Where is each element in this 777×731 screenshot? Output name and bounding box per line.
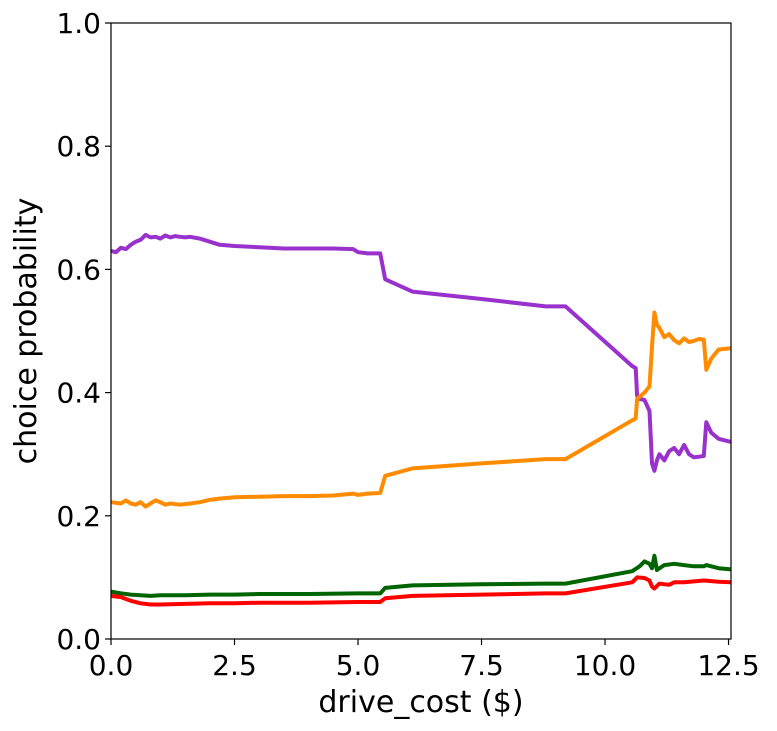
x-tick-label: 12.5 bbox=[697, 649, 759, 682]
y-tick-label: 0.0 bbox=[56, 623, 101, 656]
y-tick-label: 1.0 bbox=[56, 7, 101, 40]
y-tick-label: 0.2 bbox=[56, 500, 101, 533]
x-axis-label: drive_cost ($) bbox=[318, 685, 523, 720]
series-line-4 bbox=[110, 575, 732, 607]
x-tick-label: 2.5 bbox=[212, 649, 257, 682]
x-tick-label: 0.0 bbox=[89, 649, 134, 682]
y-axis: 0.0 0.2 0.4 0.6 0.8 1.0 bbox=[56, 7, 111, 656]
series-line-3 bbox=[110, 553, 732, 598]
x-tick-label: 5.0 bbox=[336, 649, 381, 682]
plot-lines bbox=[110, 232, 732, 607]
x-tick-label: 10.0 bbox=[574, 649, 636, 682]
x-axis: 0.0 2.5 5.0 7.5 10.0 12.5 bbox=[89, 639, 760, 682]
y-tick-label: 0.6 bbox=[56, 253, 101, 286]
series-line-2 bbox=[110, 310, 732, 509]
y-tick-label: 0.8 bbox=[56, 130, 101, 163]
series-line-1 bbox=[110, 232, 732, 473]
plot-frame bbox=[110, 22, 732, 640]
x-tick-label: 7.5 bbox=[459, 649, 504, 682]
y-tick-label: 0.4 bbox=[56, 377, 101, 410]
y-axis-label: choice probability bbox=[9, 198, 44, 465]
